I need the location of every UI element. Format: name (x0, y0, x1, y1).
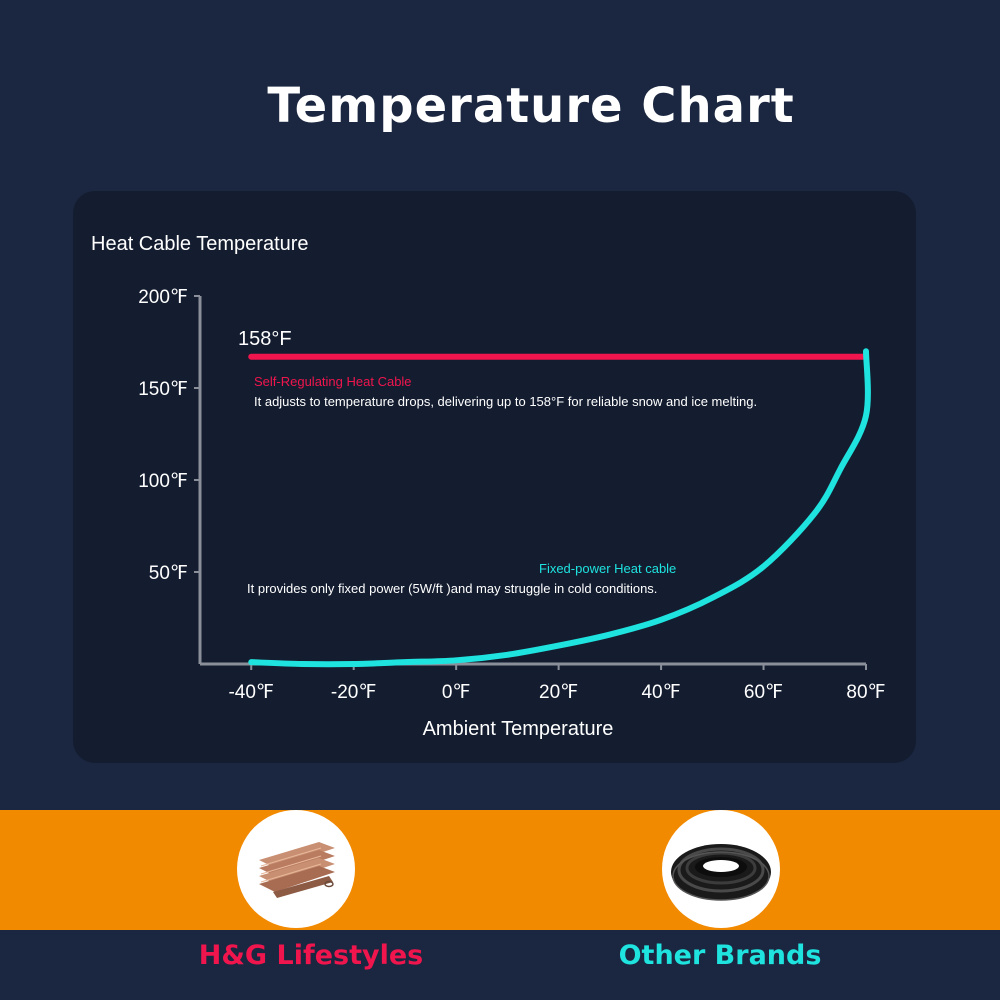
copper-heat-cable-icon (259, 842, 335, 898)
x-tick-label: 0℉ (442, 682, 471, 703)
series-line-fixed_power (248, 348, 871, 668)
brand-left-name: H&G Lifestyles (198, 940, 424, 971)
x-tick-label: -20℉ (331, 682, 377, 703)
y-tick-label: 150℉ (138, 379, 188, 400)
page-title: Temperature Chart (267, 78, 795, 134)
temperature-chart: -40℉ -20℉ 0℉ 20℉ 40℉ 60℉ 80℉ 200℉ 150℉ 100℉ 50℉ Amb… (138, 287, 885, 740)
y-tick-label: 200℉ (138, 287, 188, 308)
brand-right-image (662, 810, 780, 928)
x-tick-label: 80℉ (846, 682, 885, 703)
x-tick-label: 60℉ (744, 682, 783, 703)
chart-panel: Heat Cable Temperature -40℉ -20℉ 0℉ 20℉ 40℉ 6… (73, 191, 916, 763)
brand-right-name: Other Brands (618, 940, 822, 971)
x-tick-label: 20℉ (539, 682, 578, 703)
fixed-power-desc: It provides only fixed power (5W/ft )and… (247, 581, 658, 596)
chart-title: Heat Cable Temperature (91, 233, 309, 255)
brand-comparison-band (0, 810, 1000, 930)
fixed-power-label: Fixed-power Heat cable (539, 561, 677, 576)
y-tick-label: 100℉ (138, 471, 188, 492)
self-regulating-desc: It adjusts to temperature drops, deliver… (254, 394, 758, 409)
black-coiled-cable-icon (671, 844, 771, 901)
x-tick-label: 40℉ (641, 682, 680, 703)
self-regulating-label: Self-Regulating Heat Cable (254, 374, 412, 389)
x-tick-label: -40℉ (228, 682, 274, 703)
y-tick-label: 50℉ (149, 563, 188, 584)
brand-left-image (237, 810, 355, 928)
level-value-label: 158°F (238, 328, 292, 350)
x-axis-title: Ambient Temperature (423, 718, 614, 740)
